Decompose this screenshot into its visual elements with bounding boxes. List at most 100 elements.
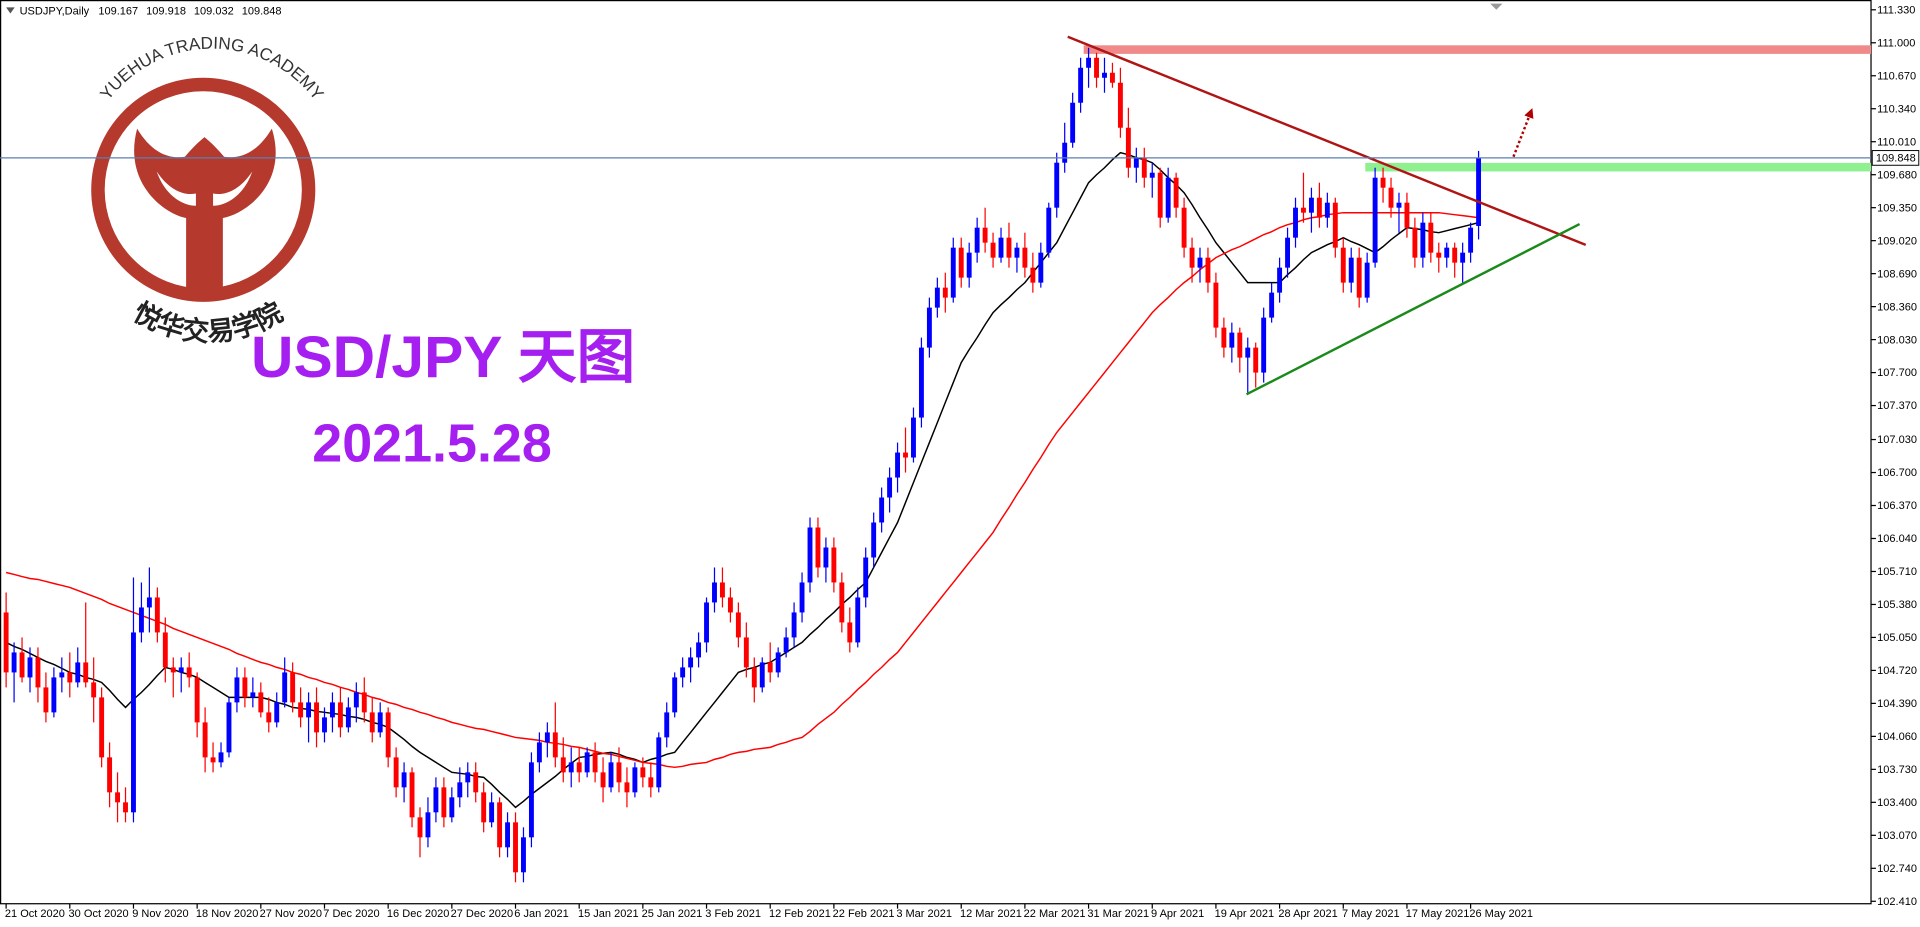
candle-body bbox=[521, 837, 526, 873]
candle-body bbox=[1038, 252, 1044, 283]
candle-body bbox=[720, 582, 725, 598]
candle-body bbox=[1157, 172, 1163, 218]
candle-body bbox=[823, 547, 829, 568]
y-tick-label: 105.050 bbox=[1877, 632, 1917, 644]
candle-body bbox=[664, 712, 670, 738]
candle-body bbox=[123, 802, 128, 813]
y-tick-label: 104.720 bbox=[1877, 665, 1917, 677]
candle-body bbox=[330, 702, 335, 718]
x-tick-label: 27 Dec 2020 bbox=[451, 908, 513, 920]
candle-body bbox=[1054, 162, 1060, 208]
candle-body bbox=[767, 662, 773, 673]
breakout-arrow bbox=[1512, 108, 1534, 158]
candle-body bbox=[1348, 257, 1354, 283]
x-tick-label: 7 May 2021 bbox=[1342, 908, 1400, 920]
candle-body bbox=[1316, 197, 1322, 218]
candle-body bbox=[1428, 222, 1434, 253]
candle-body bbox=[481, 792, 487, 823]
y-tick-label: 107.700 bbox=[1877, 367, 1917, 379]
candle-body bbox=[99, 697, 105, 758]
candle-body bbox=[449, 797, 455, 818]
candle-body bbox=[775, 652, 781, 673]
x-tick-label: 22 Feb 2021 bbox=[833, 908, 895, 920]
y-tick-label: 108.690 bbox=[1877, 268, 1917, 280]
candle-body bbox=[1460, 252, 1466, 263]
candle-body bbox=[791, 612, 797, 638]
candle-body bbox=[863, 557, 869, 598]
candle-body bbox=[1372, 177, 1378, 263]
candle-body bbox=[608, 762, 614, 788]
candle-body bbox=[1014, 247, 1020, 258]
candle-body bbox=[1205, 257, 1211, 283]
candle-body bbox=[974, 227, 980, 253]
annotation-date: 2021.5.28 bbox=[312, 414, 552, 474]
candle-body bbox=[83, 662, 89, 683]
support-zone bbox=[1365, 162, 1872, 172]
candle-body bbox=[306, 702, 312, 718]
candle-body bbox=[1364, 262, 1370, 298]
plot-frame bbox=[0, 0, 1872, 905]
candle-body bbox=[1181, 207, 1187, 248]
candle-body bbox=[799, 582, 805, 613]
candle-body bbox=[1149, 172, 1155, 178]
candle-body bbox=[1293, 207, 1298, 238]
candle-body bbox=[1062, 142, 1068, 163]
symbol-header: USDJPY,Daily 109.167 109.918 109.032 109… bbox=[20, 6, 282, 18]
y-tick-label: 110.340 bbox=[1877, 103, 1916, 115]
resistance-trendline bbox=[1067, 35, 1587, 247]
candle-body bbox=[1324, 202, 1330, 218]
candle-body bbox=[138, 607, 144, 633]
candle-body bbox=[1022, 247, 1028, 268]
candle-body bbox=[290, 672, 296, 703]
y-tick-label: 109.350 bbox=[1877, 202, 1917, 214]
candle-body bbox=[1094, 57, 1099, 78]
candle-body bbox=[1388, 187, 1394, 208]
candle-body bbox=[544, 732, 550, 743]
candle-body bbox=[314, 702, 319, 733]
symbol: USDJPY,Daily bbox=[20, 6, 90, 18]
candle-body bbox=[1301, 207, 1306, 213]
x-tick-label: 19 Apr 2021 bbox=[1215, 908, 1274, 920]
x-tick-label: 28 Apr 2021 bbox=[1278, 908, 1337, 920]
candle-body bbox=[361, 692, 367, 713]
candle-body bbox=[1308, 197, 1314, 213]
candle-body bbox=[1086, 57, 1092, 68]
current-price-label: 109.848 bbox=[1876, 153, 1916, 165]
candle-body bbox=[369, 712, 375, 733]
x-tick-label: 15 Jan 2021 bbox=[578, 908, 639, 920]
candle-body bbox=[115, 792, 120, 803]
x-tick-label: 27 Nov 2020 bbox=[260, 908, 322, 920]
annotation-title: USD/JPY 天图 bbox=[251, 325, 635, 390]
candle-body bbox=[1141, 157, 1147, 178]
candle-body bbox=[1197, 257, 1203, 268]
candle-body bbox=[107, 757, 113, 793]
candle-body bbox=[465, 772, 471, 783]
candle-body bbox=[640, 767, 646, 778]
candle-body bbox=[170, 667, 176, 673]
candle-body bbox=[131, 632, 136, 813]
candle-body bbox=[751, 667, 757, 688]
x-tick-label: 16 Dec 2020 bbox=[387, 908, 449, 920]
candle-body bbox=[51, 677, 57, 713]
candle-body bbox=[1229, 332, 1235, 348]
candle-body bbox=[417, 817, 423, 838]
x-tick-label: 25 Jan 2021 bbox=[642, 908, 703, 920]
candle-body bbox=[552, 732, 558, 758]
candles bbox=[3, 47, 1482, 883]
candle-body bbox=[473, 772, 479, 793]
candle-body bbox=[35, 657, 41, 688]
candle-body bbox=[202, 722, 208, 758]
candle-body bbox=[234, 677, 240, 703]
y-tick-label: 109.680 bbox=[1877, 169, 1917, 181]
current-price-box bbox=[1871, 150, 1920, 166]
candle-body bbox=[75, 662, 81, 683]
y-tick-label: 106.370 bbox=[1877, 500, 1917, 512]
header-open: 109.167 bbox=[98, 6, 138, 18]
header-low: 109.032 bbox=[194, 6, 234, 18]
x-tick-label: 9 Nov 2020 bbox=[132, 908, 188, 920]
candle-body bbox=[950, 247, 956, 298]
y-tick-label: 109.020 bbox=[1877, 235, 1917, 247]
current-price: 109.848 bbox=[0, 150, 1920, 166]
candle-body bbox=[489, 802, 495, 823]
